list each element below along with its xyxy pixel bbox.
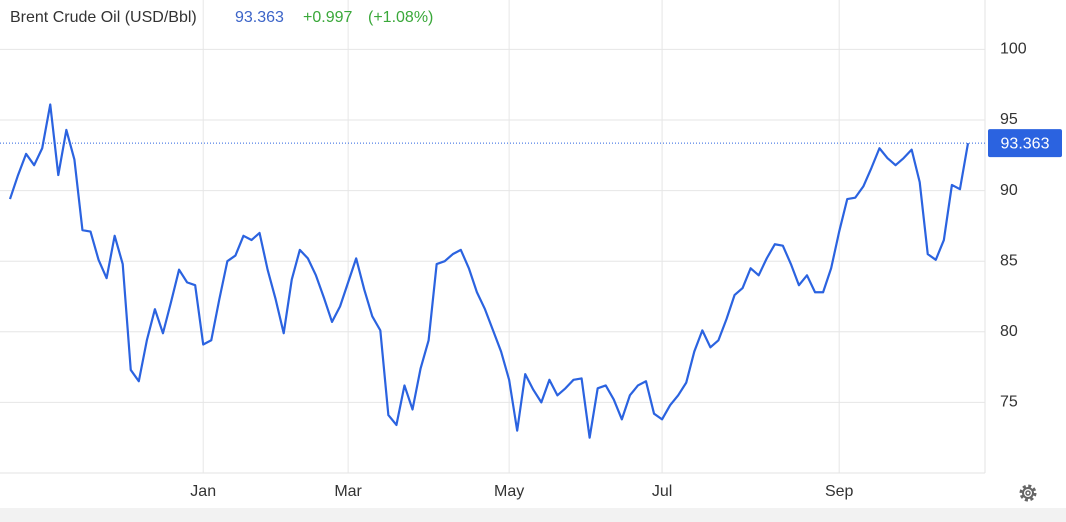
y-tick-label: 95 (1000, 111, 1018, 128)
y-tick-label: 85 (1000, 252, 1018, 269)
x-tick-label: Sep (825, 483, 854, 500)
marks (0, 103, 985, 439)
chart-title: Brent Crude Oil (USD/Bbl) (10, 9, 197, 26)
y-tick-label: 80 (1000, 323, 1018, 340)
y-tick-label: 90 (1000, 182, 1018, 199)
header-change-percent: (+1.08%) (368, 9, 433, 26)
header-price: 93.363 (235, 9, 284, 26)
last-price-tag (988, 129, 1062, 158)
header-change: +0.997 (303, 9, 352, 26)
last-price-label: 93.363 (1001, 135, 1050, 152)
settings-icon[interactable] (1019, 484, 1037, 502)
x-tick-label: Jan (190, 483, 216, 500)
x-tick-label: Mar (334, 483, 362, 500)
y-tick-label: 75 (1000, 394, 1018, 411)
y-tick-label: 100 (1000, 41, 1027, 58)
x-tick-label: Jul (652, 483, 672, 500)
x-tick-label: May (494, 483, 524, 500)
footer-band (0, 508, 1066, 522)
price-line (8, 103, 970, 439)
